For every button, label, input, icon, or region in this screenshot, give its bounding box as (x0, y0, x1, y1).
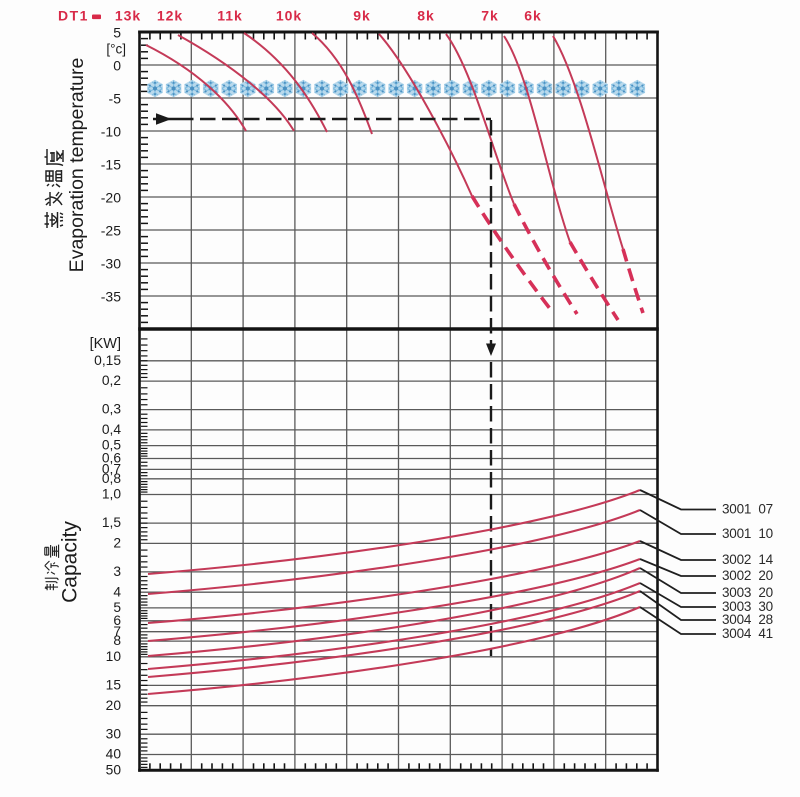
svg-text:15: 15 (106, 678, 122, 693)
svg-text:3001 07: 3001 07 (722, 502, 773, 517)
svg-text:12k: 12k (157, 8, 183, 24)
svg-text:7k: 7k (481, 8, 499, 24)
svg-text:0,7: 0,7 (102, 462, 121, 477)
svg-text:[KW]: [KW] (90, 336, 121, 352)
svg-text:13k: 13k (115, 8, 141, 24)
svg-text:3003 30: 3003 30 (722, 599, 773, 614)
svg-text:0,15: 0,15 (94, 353, 121, 368)
svg-text:0,5: 0,5 (102, 438, 122, 453)
svg-text:-35: -35 (101, 289, 121, 305)
svg-text:0: 0 (113, 58, 121, 74)
svg-text:3001 10: 3001 10 (722, 526, 773, 541)
svg-text:8: 8 (113, 633, 121, 648)
svg-text:8k: 8k (417, 8, 435, 24)
svg-text:1,5: 1,5 (102, 515, 122, 530)
svg-text:2: 2 (113, 536, 121, 551)
svg-text:1,0: 1,0 (102, 487, 122, 502)
svg-text:Evaporation temperature: Evaporation temperature (66, 58, 88, 273)
svg-text:30: 30 (106, 726, 122, 741)
svg-text:-25: -25 (101, 223, 121, 239)
svg-text:3004 41: 3004 41 (722, 626, 773, 641)
svg-text:DT1: DT1 (58, 8, 89, 24)
svg-text:7: 7 (113, 624, 121, 639)
svg-text:-5: -5 (109, 91, 122, 107)
svg-text:3004 28: 3004 28 (722, 612, 773, 627)
svg-text:0,6: 0,6 (102, 451, 122, 466)
svg-text:4: 4 (113, 584, 121, 599)
svg-text:-15: -15 (101, 157, 121, 173)
svg-text:-10: -10 (101, 124, 121, 140)
svg-text:0,8: 0,8 (102, 471, 122, 486)
svg-text:-20: -20 (101, 190, 121, 206)
svg-text:20: 20 (106, 698, 122, 713)
svg-text:[°c]: [°c] (106, 42, 126, 57)
svg-text:3002 20: 3002 20 (722, 568, 773, 583)
svg-text:3002 14: 3002 14 (722, 552, 774, 567)
svg-text:10k: 10k (276, 8, 302, 24)
svg-text:3: 3 (113, 564, 121, 579)
svg-text:5: 5 (113, 25, 121, 41)
svg-text:0,2: 0,2 (102, 373, 121, 388)
svg-text:40: 40 (106, 747, 122, 762)
svg-text:50: 50 (106, 762, 122, 777)
svg-text:6: 6 (113, 613, 121, 628)
svg-text:-30: -30 (101, 256, 121, 272)
svg-text:10: 10 (106, 649, 122, 664)
svg-text:6k: 6k (524, 8, 542, 24)
svg-text:3003 20: 3003 20 (722, 585, 773, 600)
svg-text:5: 5 (113, 600, 121, 615)
svg-text:9k: 9k (353, 8, 371, 24)
svg-text:0,3: 0,3 (102, 402, 122, 417)
svg-text:Capacity: Capacity (59, 521, 82, 603)
svg-text:0,4: 0,4 (102, 422, 122, 437)
svg-text:11k: 11k (217, 8, 243, 24)
